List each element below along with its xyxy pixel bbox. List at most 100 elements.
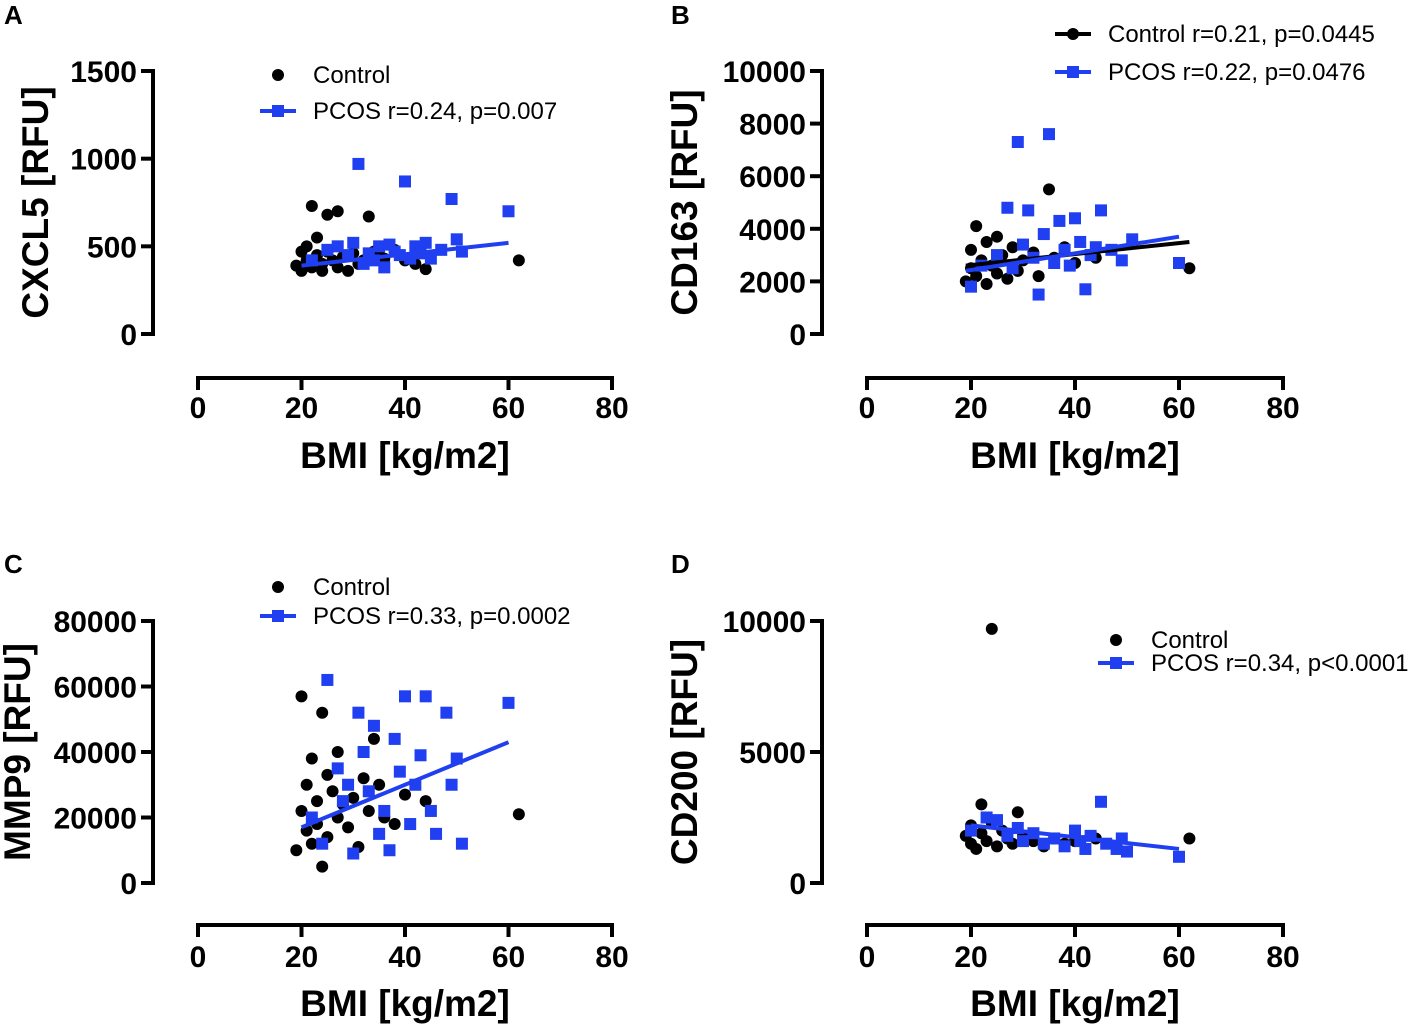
- pcos-point: [1043, 128, 1055, 141]
- pcos-point: [1115, 254, 1128, 267]
- x-tick-label: 60: [492, 941, 525, 974]
- x-tick-label: 80: [1266, 941, 1299, 974]
- panel-letter: C: [4, 549, 23, 579]
- pcos-point: [1079, 842, 1092, 855]
- pcos-point: [1173, 850, 1185, 863]
- chart-panel-a: A 0 500 1000 1500 0 20 40 60 80 BMI [kg/m2] CXCL5 […: [4, 0, 629, 476]
- pcos-point: [991, 814, 1003, 827]
- control-point: [357, 772, 370, 785]
- control-point: [316, 264, 329, 277]
- pcos-point: [455, 837, 468, 850]
- x-tick-label: 20: [954, 392, 987, 425]
- pcos-point: [367, 719, 380, 732]
- control-point: [1011, 806, 1024, 819]
- pcos-point: [362, 785, 375, 798]
- x-tick-label: 80: [1266, 392, 1299, 425]
- y-tick-label: 0: [789, 319, 806, 352]
- control-point: [316, 706, 329, 719]
- legend-label: PCOS r=0.33, p=0.0002: [313, 603, 571, 630]
- control-point: [295, 264, 308, 277]
- y-axis-title: CXCL5 [RFU]: [15, 86, 56, 318]
- pcos-fit-line: [300, 740, 510, 830]
- pcos-point: [347, 847, 360, 860]
- pcos-point: [321, 243, 334, 256]
- pcos-point: [965, 280, 977, 293]
- control-point: [311, 231, 324, 244]
- control-point: [342, 821, 355, 834]
- control-point: [331, 746, 344, 758]
- y-tick-label: 10000: [723, 606, 806, 639]
- pcos-point: [399, 175, 411, 188]
- y-tick-label: 0: [789, 868, 806, 901]
- legend-marker: [272, 610, 284, 622]
- control-point: [419, 795, 432, 808]
- pcos-point: [383, 844, 396, 857]
- control-point: [985, 622, 998, 635]
- pcos-point: [399, 690, 411, 703]
- x-tick-label: 20: [285, 941, 318, 974]
- panel-letter: A: [4, 0, 23, 30]
- y-tick-label: 60000: [54, 672, 137, 705]
- y-tick-label: 6000: [739, 161, 806, 194]
- control-point: [367, 732, 380, 745]
- legend-marker: [1110, 657, 1122, 669]
- control-point: [331, 261, 344, 274]
- pcos-point: [305, 254, 318, 267]
- y-tick-label: 5000: [739, 737, 806, 770]
- control-point: [326, 785, 339, 798]
- pcos-point: [373, 240, 386, 253]
- y-tick-label: 4000: [739, 214, 806, 247]
- legend-label: Control: [1151, 627, 1228, 654]
- x-axis-title: BMI [kg/m2]: [300, 983, 510, 1024]
- pcos-point: [440, 706, 453, 719]
- pcos-point: [419, 690, 432, 703]
- control-point: [1006, 241, 1019, 254]
- legend-label: Control: [313, 62, 390, 89]
- control-point: [362, 210, 375, 223]
- control-point: [980, 835, 993, 848]
- x-tick-label: 80: [595, 941, 628, 974]
- pcos-point: [1063, 259, 1076, 272]
- pcos-point: [450, 233, 463, 246]
- y-tick-label: 8000: [739, 109, 806, 142]
- control-point: [347, 791, 360, 804]
- control-point: [300, 778, 313, 791]
- panel-letter: D: [671, 549, 690, 579]
- control-point: [305, 200, 318, 213]
- y-tick-label: 1500: [70, 56, 137, 89]
- pcos-point: [1058, 840, 1071, 853]
- legend-marker: [272, 69, 284, 81]
- control-point: [1183, 832, 1196, 845]
- x-tick-label: 60: [1162, 941, 1195, 974]
- legend-label: Control: [313, 574, 390, 601]
- legend-marker: [272, 581, 284, 593]
- pcos-point: [1074, 235, 1087, 248]
- y-tick-label: 10000: [723, 56, 806, 89]
- control-point: [1032, 270, 1045, 283]
- pcos-point: [502, 205, 515, 218]
- y-tick-label: 2000: [739, 266, 806, 299]
- pcos-point: [424, 252, 437, 265]
- legend-marker: [1067, 28, 1079, 40]
- pcos-point: [1121, 845, 1133, 858]
- x-tick-label: 0: [859, 941, 876, 974]
- y-tick-label: 0: [120, 319, 137, 352]
- y-tick-label: 20000: [54, 803, 137, 836]
- legend-entry-control: Control: [272, 574, 390, 601]
- legend-entry-control: Control: [272, 62, 390, 89]
- series-pcos: [305, 157, 515, 274]
- pcos-point: [336, 795, 349, 808]
- series-pcos: [305, 673, 515, 860]
- x-tick-label: 0: [190, 392, 207, 425]
- pcos-point: [430, 827, 443, 840]
- pcos-fit-line: [301, 240, 509, 268]
- series-control: [290, 200, 525, 277]
- x-tick-label: 40: [1058, 392, 1091, 425]
- pcos-point: [347, 236, 360, 249]
- control-point: [1043, 183, 1055, 196]
- control-point: [311, 795, 324, 808]
- x-tick-label: 20: [954, 941, 987, 974]
- y-tick-label: 40000: [54, 737, 137, 770]
- control-point: [300, 240, 313, 253]
- x-tick-label: 60: [492, 392, 525, 425]
